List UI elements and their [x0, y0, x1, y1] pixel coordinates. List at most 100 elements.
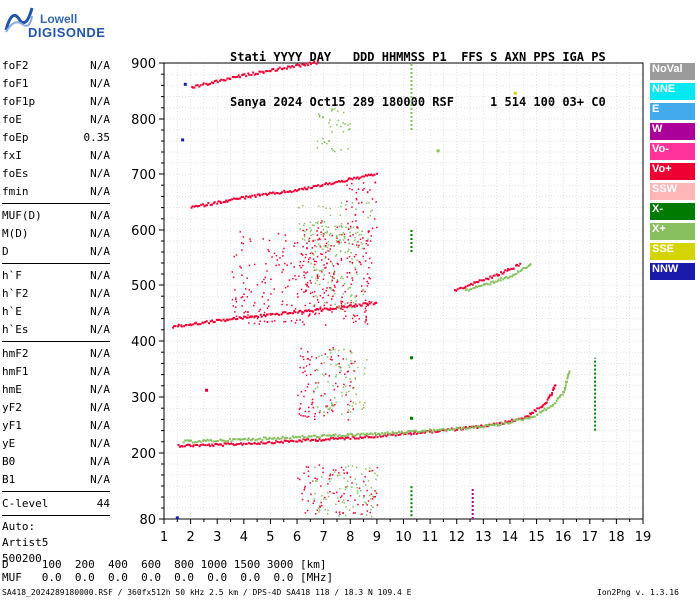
- trace-point: [420, 431, 423, 434]
- cluster-point: [315, 312, 317, 315]
- cluster-point: [336, 241, 338, 243]
- cluster-point: [315, 245, 318, 248]
- trace-point: [211, 319, 214, 322]
- trace-point: [496, 274, 499, 277]
- trace-point: [287, 312, 290, 315]
- cluster-point: [241, 305, 243, 307]
- cluster-point: [337, 363, 339, 365]
- cluster-point: [328, 478, 330, 480]
- param-value: N/A: [90, 77, 110, 90]
- cluster-point: [338, 225, 341, 228]
- trace-point: [456, 428, 458, 431]
- trace-point: [247, 195, 250, 198]
- cluster-point: [316, 279, 318, 282]
- trace-point: [357, 432, 360, 435]
- cluster-point: [323, 141, 326, 143]
- trace-point: [300, 187, 303, 190]
- param-name: fmin: [2, 185, 29, 198]
- cluster-point: [324, 496, 326, 499]
- trace-point: [542, 409, 545, 412]
- trace-point: [378, 432, 380, 435]
- trace-point: [332, 182, 335, 185]
- cluster-point: [312, 252, 314, 255]
- cluster-point: [354, 306, 356, 308]
- trace-point: [282, 311, 285, 314]
- cluster-point: [357, 503, 359, 506]
- clevel-row: C-level 44: [2, 495, 110, 513]
- cluster-point: [327, 281, 329, 284]
- cluster-point: [299, 261, 302, 263]
- trace-point: [465, 428, 467, 431]
- cluster-point: [330, 304, 332, 307]
- cluster-point: [353, 370, 356, 372]
- legend-item: NoVal: [650, 63, 695, 80]
- cluster-point: [322, 235, 325, 237]
- trace-point: [458, 427, 461, 430]
- trace-point: [548, 394, 551, 397]
- cluster-point: [348, 364, 350, 366]
- cluster-point: [337, 110, 339, 112]
- cluster-point: [354, 499, 356, 501]
- trace-point: [331, 308, 334, 311]
- cluster-point: [318, 511, 320, 513]
- trace-point: [353, 437, 356, 440]
- trace-point: [375, 301, 378, 304]
- trace-point: [488, 424, 491, 427]
- clevel-name: C-level: [2, 497, 49, 510]
- cluster-point: [299, 407, 301, 409]
- trace-point: [516, 263, 518, 266]
- cluster-point: [345, 226, 347, 228]
- digisonde-logo-icon: [4, 7, 34, 33]
- trace-point: [225, 440, 227, 443]
- trace-point: [329, 307, 332, 310]
- trace-point: [239, 76, 242, 79]
- trace-point: [489, 281, 492, 284]
- cluster-point: [312, 406, 315, 409]
- cluster-point: [319, 295, 322, 297]
- trace-point: [269, 70, 272, 72]
- cluster-point: [367, 238, 369, 240]
- param-name: fxI: [2, 149, 22, 162]
- cluster-point: [325, 226, 328, 228]
- cluster-point: [339, 487, 341, 490]
- x-tick-label: 17: [582, 530, 599, 545]
- trace-point: [310, 310, 313, 313]
- cluster-point: [366, 240, 369, 242]
- trace-point: [448, 429, 451, 431]
- cluster-point: [340, 466, 343, 469]
- trace-point: [212, 321, 215, 324]
- param-name: h`Es: [2, 323, 29, 336]
- cluster-point: [314, 282, 317, 284]
- trace-point: [237, 438, 240, 441]
- trace-point: [268, 191, 271, 194]
- isolated-point: [436, 149, 440, 153]
- trace-point: [215, 318, 218, 321]
- param-row: yF2 N/A: [2, 399, 110, 417]
- trace-point: [332, 437, 335, 440]
- cluster-point: [315, 277, 317, 280]
- cluster-point: [341, 301, 344, 303]
- cluster-point: [319, 509, 321, 511]
- cluster-point: [343, 111, 345, 114]
- trace-point: [519, 418, 522, 420]
- trace-point: [351, 433, 354, 436]
- trace-point: [428, 430, 431, 433]
- trace-point: [379, 433, 382, 436]
- param-row: hmF1 N/A: [2, 363, 110, 381]
- cluster-point: [350, 252, 352, 254]
- cluster-point: [362, 211, 365, 213]
- trace-point: [412, 430, 414, 433]
- trace-point: [325, 307, 328, 310]
- header-labels: Stati YYYY DAY DDD HHMMSS P1 FFS S AXN P…: [230, 50, 606, 64]
- trace-point: [180, 325, 183, 328]
- cluster-point: [345, 208, 347, 211]
- trace-point: [272, 442, 275, 445]
- cluster-point: [246, 296, 248, 298]
- trace-point: [372, 436, 375, 439]
- trace-point: [549, 405, 552, 408]
- cluster-point: [351, 482, 353, 484]
- cluster-point: [325, 207, 327, 209]
- cluster-point: [300, 347, 302, 350]
- trace-point: [254, 315, 257, 318]
